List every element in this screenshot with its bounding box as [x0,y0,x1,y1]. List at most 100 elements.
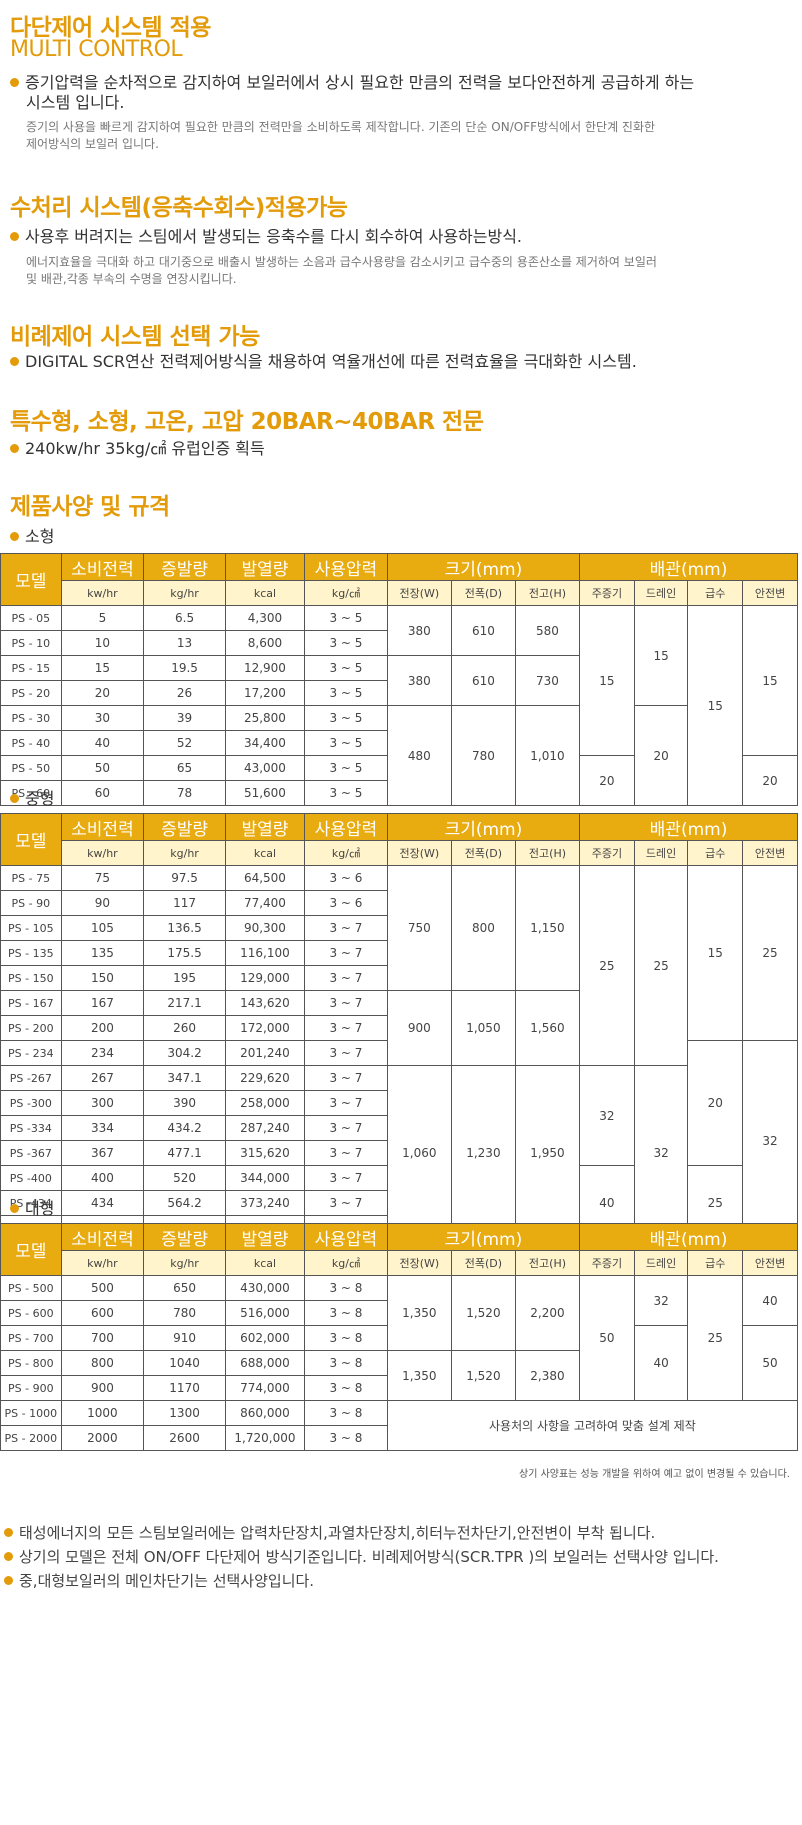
cell-steam: 175.5 [143,940,226,966]
section-title-spec: 제품사양 및 규격 [10,494,170,520]
header-feed: 급수 [687,840,744,866]
unit-steam: kg/hr [143,840,226,866]
cell-steam: 260 [143,1015,226,1041]
bullet-dot-icon [10,444,19,453]
cell-pressure: 3 ~ 5 [304,680,388,706]
bullet-dot-icon [10,532,19,541]
unit-row: kw/hr kg/hr kcal kg/㎠ 전장(W) 전폭(D) 전고(H) … [1,580,798,606]
bullet-dot-icon [10,1204,19,1213]
bullet-dot-icon [10,232,19,241]
cell-power: 135 [60,940,145,966]
header-pressure: 사용압력 [304,813,388,841]
cell-power: 15 [60,655,145,681]
cell-steam: 390 [143,1090,226,1116]
cell-heat: 129,000 [224,965,306,991]
bullet-dot-icon [10,78,19,87]
header-safety: 안전변 [742,840,798,866]
footer-bullet-3: 중,대형보일러의 메인차단기는 선택사양입니다. [4,1570,314,1591]
cell-feed: 15 [687,865,744,1041]
cell-pressure: 3 ~ 7 [304,1015,388,1041]
cell-heat: 315,620 [224,1140,306,1166]
header-model: 모델 [0,1223,62,1276]
header-main-steam: 주증기 [579,1250,635,1276]
section-title-multi-control: 다단제어 시스템 적용 [10,15,211,41]
cell-drain: 40 [633,1325,689,1401]
unit-steam: kg/hr [143,580,226,606]
cell-steam: 26 [143,680,226,706]
cell-safety: 32 [742,1040,798,1241]
cell-heat: 4,300 [224,605,306,631]
para-multi-control-2: 제어방식의 보일러 입니다. [26,137,159,151]
cell-model: PS -400 [0,1165,62,1191]
cell-steam: 39 [143,705,226,731]
cell-power: 334 [60,1115,145,1141]
cell-model: PS -367 [0,1140,62,1166]
header-steam: 증발량 [143,553,226,581]
unit-heat: kcal [224,840,306,866]
cell-pressure: 3 ~ 8 [304,1275,388,1301]
cell-heat: 25,800 [224,705,306,731]
cell-main-steam: 20 [579,755,635,806]
cell-steam: 117 [143,890,226,916]
para-water-treatment-2: 및 배관,각종 부속의 수명을 연장시킵니다. [26,272,237,286]
cell-steam: 1170 [143,1375,226,1401]
cell-feed: 25 [687,1275,744,1401]
spec-note: 상기 사양표는 성능 개발을 위하여 예고 없이 변경될 수 있습니다. [519,1469,790,1480]
cell-power: 900 [60,1375,145,1401]
cell-heat: 8,600 [224,630,306,656]
header-size: 크기(mm) [386,1223,581,1251]
cell-feed: 20 [687,1040,744,1166]
cell-pressure: 3 ~ 7 [304,990,388,1016]
cell-steam: 520 [143,1165,226,1191]
cell-model: PS - 1000 [0,1400,62,1426]
cell-power: 5 [60,605,145,631]
unit-row: kw/hr kg/hr kcal kg/㎠ 전장(W) 전폭(D) 전고(H) … [1,1250,798,1276]
cell-heat: 373,240 [224,1190,306,1216]
cell-pressure: 3 ~ 7 [304,965,388,991]
cell-width: 1,060 [386,1065,452,1241]
cell-steam: 1040 [143,1350,226,1376]
cell-height: 730 [514,655,581,706]
cell-pressure: 3 ~ 5 [304,605,388,631]
cell-height: 1,150 [514,865,581,991]
label-small: 소형 [10,523,54,547]
cell-main-steam: 32 [579,1065,635,1166]
header-main-steam: 주증기 [579,840,635,866]
unit-power: kw/hr [60,1250,145,1276]
header-pressure: 사용압력 [304,1223,388,1251]
cell-model: PS -267 [0,1065,62,1091]
section-title-proportional-control: 비례제어 시스템 선택 가능 [10,324,260,350]
cell-steam: 477.1 [143,1140,226,1166]
table-row: PS - 30 30 39 25,800 3 ~ 5 480 780 1,010… [0,705,798,806]
bullet-water-treatment: 사용후 버려지는 스팀에서 발생되는 응축수를 다시 회수하여 사용하는방식. [10,226,522,248]
cell-power: 90 [60,890,145,916]
cell-safety: 25 [742,865,798,1041]
bullet-dot-icon [10,794,19,803]
cell-model: PS - 105 [0,915,62,941]
cell-model: PS - 900 [0,1375,62,1401]
cell-pressure: 3 ~ 5 [304,730,388,756]
cell-model: PS - 50 [0,755,62,781]
header-size: 크기(mm) [386,813,581,841]
cell-heat: 1,720,000 [224,1425,306,1451]
cell-model: PS - 167 [0,990,62,1016]
header-height: 전고(H) [514,840,581,866]
header-row: 모델 소비전력 증발량 발열량 사용압력 크기(mm) 배관(mm) [0,1223,798,1276]
cell-drain: 20 [633,705,689,806]
footer-bullet-1: 태성에너지의 모든 스팀보일러에는 압력차단장치,과열차단장치,히터누전차단기,… [4,1522,655,1543]
cell-height: 580 [514,605,581,656]
cell-model: PS - 2000 [0,1425,62,1451]
para-water-treatment-1: 에너지효율을 극대화 하고 대기중으로 배출시 발생하는 소음과 급수사용량을 … [26,255,657,269]
unit-pressure: kg/㎠ [304,580,388,606]
cell-power: 60 [60,780,145,806]
header-power: 소비전력 [60,813,145,841]
cell-model: PS - 234 [0,1040,62,1066]
header-row: 모델 소비전력 증발량 발열량 사용압력 크기(mm) 배관(mm) [0,813,798,866]
cell-width: 750 [386,865,452,991]
bullet-dot-icon [4,1576,13,1585]
cell-height: 2,380 [514,1350,581,1401]
cell-height: 1,010 [514,705,581,806]
table-row: PS -367 367 477.1 315,620 3 ~ 7 [0,1140,798,1166]
header-depth: 전폭(D) [450,580,516,606]
header-model: 모델 [0,553,62,606]
